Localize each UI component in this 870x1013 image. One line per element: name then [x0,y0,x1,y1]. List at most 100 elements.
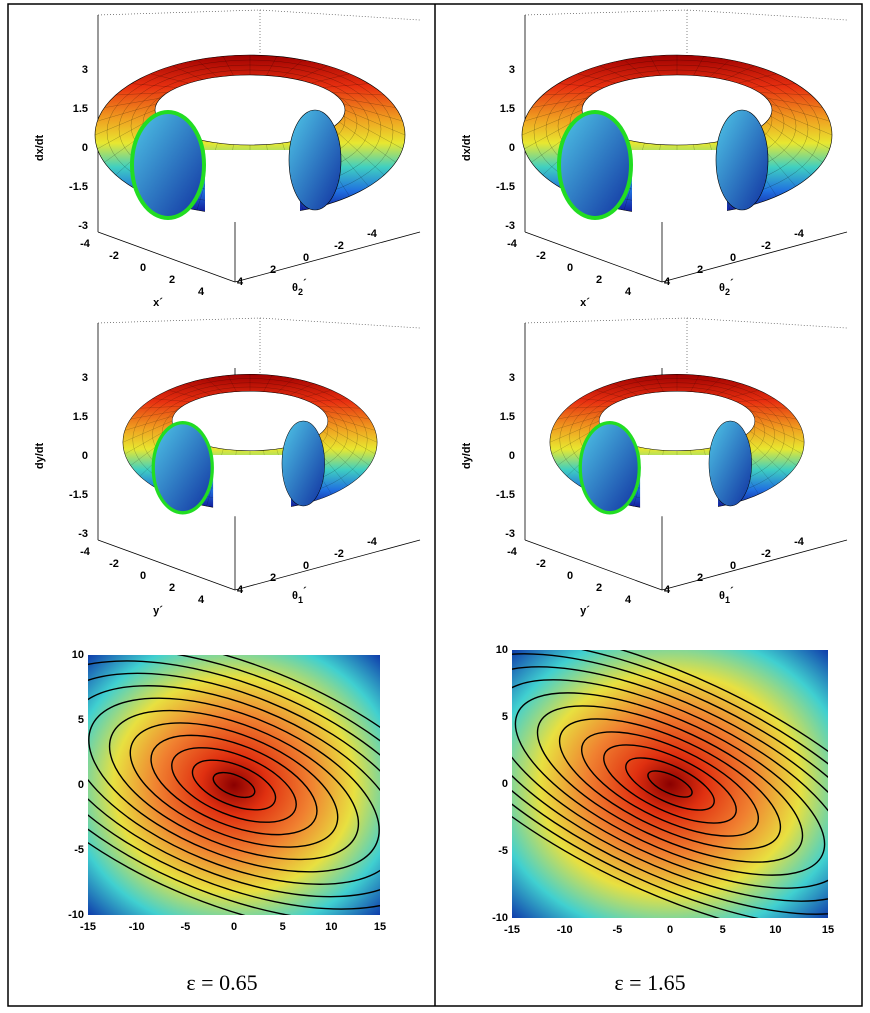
torus [94,54,406,222]
mesh [344,109,406,136]
grid-line [524,317,688,324]
mesh [579,398,618,403]
x-tick-label: -4 [507,238,518,250]
cross-section [130,110,206,220]
mesh [750,410,797,420]
z-tick-label: 1.5 [500,411,515,423]
x-axis-label: x´ [580,297,590,309]
mesh [766,97,823,108]
mesh [727,389,759,399]
mesh [744,405,788,409]
y-tick-label: 0 [730,252,736,264]
y-tick-label: -10 [68,909,84,921]
y-tick-label: 0 [502,778,508,790]
mesh [186,383,212,396]
y-tick-label: -10 [492,912,508,924]
y-tick-label: 5 [78,714,84,726]
mesh [693,56,705,76]
mesh [577,73,616,84]
x-tick-label: 10 [769,924,781,936]
mesh [753,415,803,431]
mesh [282,59,304,78]
axis-line [524,539,663,591]
mesh [115,92,168,96]
x-tick-label: 2 [169,274,175,286]
cross-section [151,421,214,515]
mesh [339,97,396,108]
x-tick-label: 15 [374,921,386,933]
front-gap [213,455,291,517]
contour-line [580,731,760,837]
mesh [690,375,700,392]
x-tick-label: 0 [567,262,573,274]
mesh [297,65,328,80]
y-tick-label: -2 [761,548,771,560]
mesh [736,398,775,403]
y-axis-label: θ1´ [292,586,307,605]
y-label-symbol: θ [719,590,725,602]
y-tick-label: -2 [334,240,344,252]
z-tick-label: 0 [509,450,515,462]
y-tick-label: 2 [697,264,703,276]
mesh [323,410,370,420]
mesh [595,389,627,399]
front-gap [632,150,727,222]
z-tick-label: 1.5 [500,103,515,115]
y-label-symbol: θ [292,282,298,294]
caption: ε = 0.65 [186,970,257,995]
y-tick-label: 0 [303,252,309,264]
y-tick-label: 0 [303,560,309,572]
z-axis-label: dy/dt [461,443,473,470]
z-tick-label: 3 [82,372,88,384]
x-tick-label: 0 [140,570,146,582]
z-axis-label: dy/dt [34,443,46,470]
mesh [613,383,639,396]
axis-line [97,539,236,591]
contour-line [512,650,828,918]
x-tick-label: 5 [720,924,726,936]
contour-line [108,709,360,861]
grid-line [686,9,848,21]
y-tick-label: 0 [78,779,84,791]
cross-section [281,420,325,507]
cross-section [578,421,641,515]
x-tick-label: -15 [504,924,520,936]
axis-line [97,231,236,283]
mesh [172,65,203,80]
mesh [343,115,403,150]
y-tick-label: 10 [496,644,508,656]
y-label-symbol: θ [292,590,298,602]
x-tick-label: 5 [280,921,286,933]
mesh [196,59,218,78]
mesh [139,405,183,409]
y-axis-label: θ2´ [292,278,307,297]
surface-panel: 3 1.5 0 -1.5 -3 -4 -2 0 2 4 4 2 0 -2 -4 dy/dt y´ θ1´ [34,317,421,617]
x-tick-label: -10 [557,924,573,936]
z-tick-label: 3 [509,372,515,384]
mesh [599,65,630,80]
mesh [309,398,348,403]
y-tick-label: 4 [664,276,671,288]
cross-section [708,420,752,507]
contour-line [512,653,828,915]
x-tick-label: 4 [198,286,205,298]
x-tick-label: -2 [109,250,119,262]
mesh [152,398,191,403]
contour-line [88,672,380,898]
y-tick-label: 2 [697,572,703,584]
y-label-sub: 2 [725,287,730,297]
mesh [759,127,812,176]
mesh [724,65,755,80]
z-tick-label: -1.5 [69,489,88,501]
cross-section [715,109,769,211]
grid-line [259,9,421,21]
y-label-sub: 1 [725,595,730,605]
x-tick-label: -4 [507,546,518,558]
contour-line [512,679,828,889]
y-label-sub: 1 [298,595,303,605]
z-tick-label: -3 [78,528,88,540]
contour-line [191,759,277,811]
mesh [222,56,234,76]
z-tick-label: 0 [82,450,88,462]
